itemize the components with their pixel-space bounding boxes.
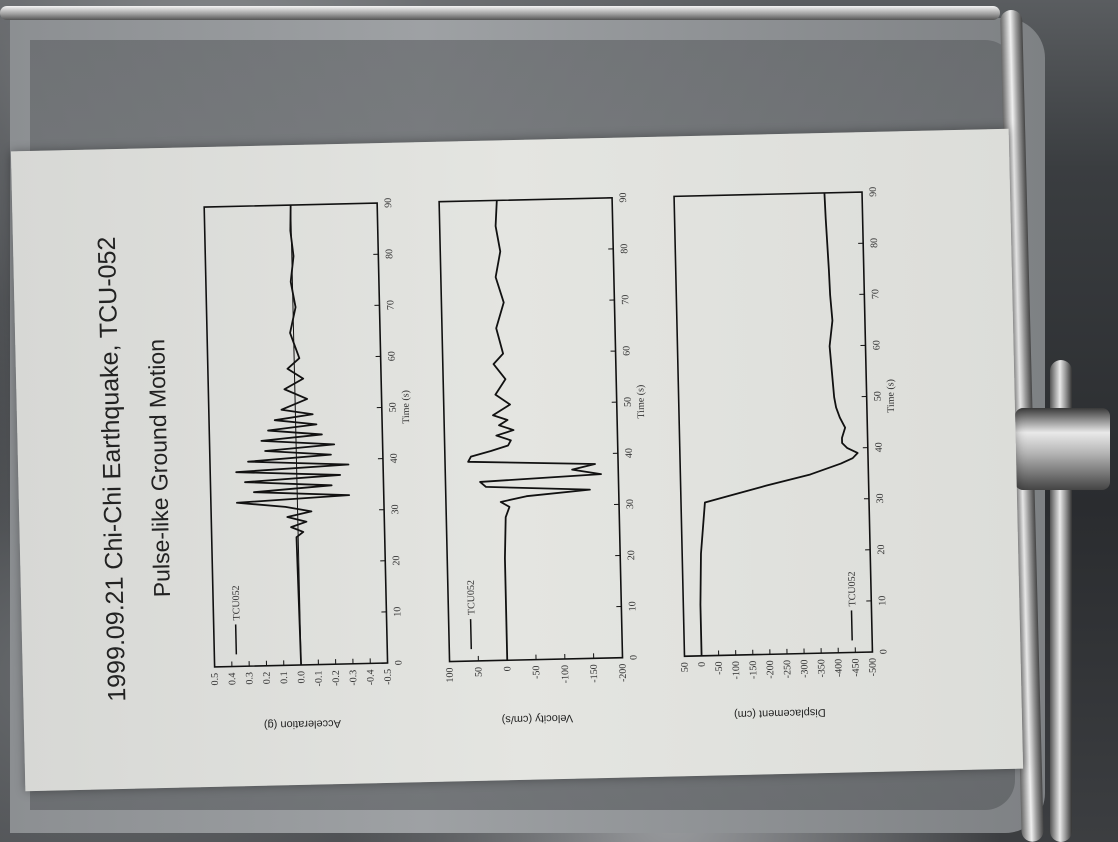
x-tick-label: 30 xyxy=(625,499,636,509)
y-tick-label: -250 xyxy=(782,660,793,679)
y-tick-label: 0.2 xyxy=(262,672,273,685)
y-tick-label: 0.0 xyxy=(296,671,307,684)
x-tick-label: 40 xyxy=(624,448,635,458)
x-tick-label: 70 xyxy=(870,289,881,299)
y-tick-label: -150 xyxy=(589,664,600,683)
sign-subtitle: Pulse-like Ground Motion xyxy=(143,338,176,598)
x-axis-label: Time (s) xyxy=(635,385,647,419)
y-tick-label: 0.5 xyxy=(210,673,221,686)
x-tick-label: 10 xyxy=(877,596,888,606)
acceleration-chart: 0.5 0.4 0.3 0.2 0.1 0.0 -0.1 -0.2 -0.3 -0.4 -0.5 0 1… xyxy=(192,172,430,737)
legend-label: TCU052 xyxy=(466,580,478,615)
x-tick-label: 90 xyxy=(383,198,394,208)
x-tick-label: 20 xyxy=(876,544,887,554)
x-tick-label: 20 xyxy=(391,555,402,565)
series-line xyxy=(235,205,351,665)
x-tick-label: 80 xyxy=(869,238,880,248)
y-tick-label: -0.5 xyxy=(383,669,394,685)
x-tick-label: 60 xyxy=(871,340,882,350)
x-tick-label: 90 xyxy=(868,187,879,197)
legend-swatch xyxy=(469,619,473,650)
y-axis-label: Velocity (cm/s) xyxy=(501,712,573,726)
y-tick-label: -100 xyxy=(731,661,742,680)
y-tick-label: -200 xyxy=(618,664,629,683)
y-axis-label: Displacement (cm) xyxy=(734,706,826,720)
x-axis-label: Time (s) xyxy=(885,379,897,413)
legend-label: TCU052 xyxy=(847,571,859,606)
y-tick-label: -50 xyxy=(531,665,542,679)
y-tick-label: 0.3 xyxy=(244,672,255,685)
y-tick-label: -0.2 xyxy=(331,670,342,686)
y-tick-label: 50 xyxy=(680,662,691,672)
legend-swatch xyxy=(234,624,238,655)
frame-clamp xyxy=(1015,408,1110,490)
plot-frame xyxy=(673,191,874,658)
y-tick-label: -500 xyxy=(868,658,879,677)
x-tick-label: 80 xyxy=(384,249,395,259)
y-tick-label: 50 xyxy=(474,667,485,677)
y-tick-label: -200 xyxy=(765,660,776,679)
legend-swatch xyxy=(850,610,853,641)
y-axis-label: Acceleration (g) xyxy=(264,717,341,731)
x-tick-label: 50 xyxy=(623,397,634,407)
x-tick-label: 80 xyxy=(619,243,630,253)
x-tick-label: 70 xyxy=(620,295,631,305)
y-tick-label: -350 xyxy=(816,659,827,678)
y-tick-label: -300 xyxy=(799,659,810,678)
velocity-chart: 100 50 0 -50 -100 -150 -200 0 10 20 30 40 50 60 70 80 90… xyxy=(426,167,664,732)
y-tick-label: -50 xyxy=(714,661,725,675)
frame-rod-top xyxy=(0,6,1000,20)
y-tick-label: -450 xyxy=(850,658,861,677)
x-tick-label: 60 xyxy=(386,351,397,361)
x-tick-label: 10 xyxy=(627,601,638,611)
x-tick-label: 40 xyxy=(874,442,885,452)
y-tick-label: -100 xyxy=(560,665,571,684)
x-axis-label: Time (s) xyxy=(400,390,412,424)
x-tick-label: 0 xyxy=(878,649,889,654)
printed-sign: 1999.09.21 Chi-Chi Earthquake, TCU-052 P… xyxy=(10,128,1024,792)
series-line xyxy=(467,200,602,661)
x-tick-label: 40 xyxy=(389,453,400,463)
y-tick-label: -400 xyxy=(833,659,844,678)
y-tick-label: 0 xyxy=(697,662,708,667)
x-tick-label: 0 xyxy=(394,660,405,665)
x-tick-label: 10 xyxy=(392,607,403,617)
x-tick-label: 30 xyxy=(875,493,886,503)
y-tick-label: -0.3 xyxy=(348,670,359,686)
y-tick-label: 0 xyxy=(502,666,513,671)
x-tick-label: 70 xyxy=(385,300,396,310)
y-tick-label: 0.4 xyxy=(227,672,238,685)
zero-line xyxy=(290,205,302,665)
x-tick-label: 50 xyxy=(388,402,399,412)
displacement-chart: 50 0 -50 -100 -150 -200 -250 -300 -350 -400 -450 -5… xyxy=(661,161,914,726)
x-tick-label: 50 xyxy=(873,391,884,401)
y-tick-label: 0.1 xyxy=(279,671,290,684)
legend-label: TCU052 xyxy=(231,585,243,620)
sign-title: 1999.09.21 Chi-Chi Earthquake, TCU-052 xyxy=(92,236,132,702)
y-tick-label: 100 xyxy=(445,667,456,682)
x-tick-label: 90 xyxy=(618,192,629,202)
y-tick-label: -0.4 xyxy=(365,669,376,685)
x-tick-label: 0 xyxy=(628,655,639,660)
x-tick-label: 60 xyxy=(621,346,632,356)
x-tick-label: 20 xyxy=(626,550,637,560)
series-line xyxy=(699,192,859,656)
x-tick-label: 30 xyxy=(390,504,401,514)
y-tick-label: -0.1 xyxy=(314,670,325,686)
sign-content: 1999.09.21 Chi-Chi Earthquake, TCU-052 P… xyxy=(11,129,1023,791)
y-tick-label: -150 xyxy=(748,661,759,680)
